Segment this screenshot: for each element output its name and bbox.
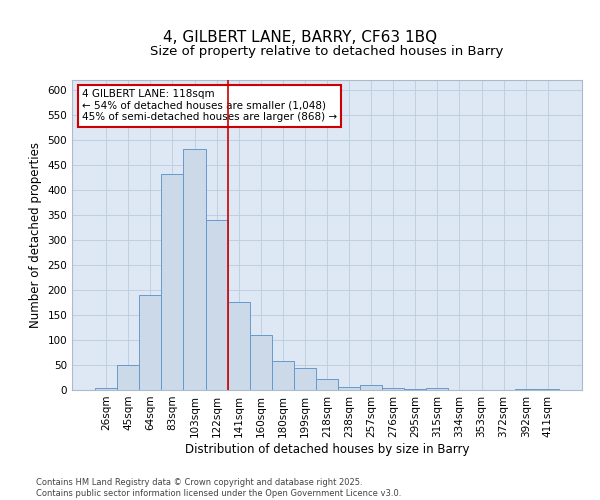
Text: 4, GILBERT LANE, BARRY, CF63 1BQ: 4, GILBERT LANE, BARRY, CF63 1BQ xyxy=(163,30,437,45)
Bar xyxy=(316,379,338,390)
Text: 4 GILBERT LANE: 118sqm
← 54% of detached houses are smaller (1,048)
45% of semi-: 4 GILBERT LANE: 118sqm ← 54% of detached… xyxy=(82,90,337,122)
Bar xyxy=(382,388,404,390)
Bar xyxy=(272,360,294,390)
Bar xyxy=(338,386,360,390)
Bar xyxy=(161,174,184,390)
Bar xyxy=(294,368,316,390)
Bar xyxy=(95,388,117,390)
Bar xyxy=(404,389,427,390)
Y-axis label: Number of detached properties: Number of detached properties xyxy=(29,142,42,328)
X-axis label: Distribution of detached houses by size in Barry: Distribution of detached houses by size … xyxy=(185,442,469,456)
Title: Size of property relative to detached houses in Barry: Size of property relative to detached ho… xyxy=(151,45,503,58)
Bar xyxy=(427,388,448,390)
Bar xyxy=(227,302,250,390)
Bar xyxy=(206,220,227,390)
Text: Contains HM Land Registry data © Crown copyright and database right 2025.
Contai: Contains HM Land Registry data © Crown c… xyxy=(36,478,401,498)
Bar xyxy=(360,384,382,390)
Bar xyxy=(250,335,272,390)
Bar xyxy=(184,149,206,390)
Bar xyxy=(139,295,161,390)
Bar xyxy=(537,389,559,390)
Bar xyxy=(117,364,139,390)
Bar xyxy=(515,388,537,390)
